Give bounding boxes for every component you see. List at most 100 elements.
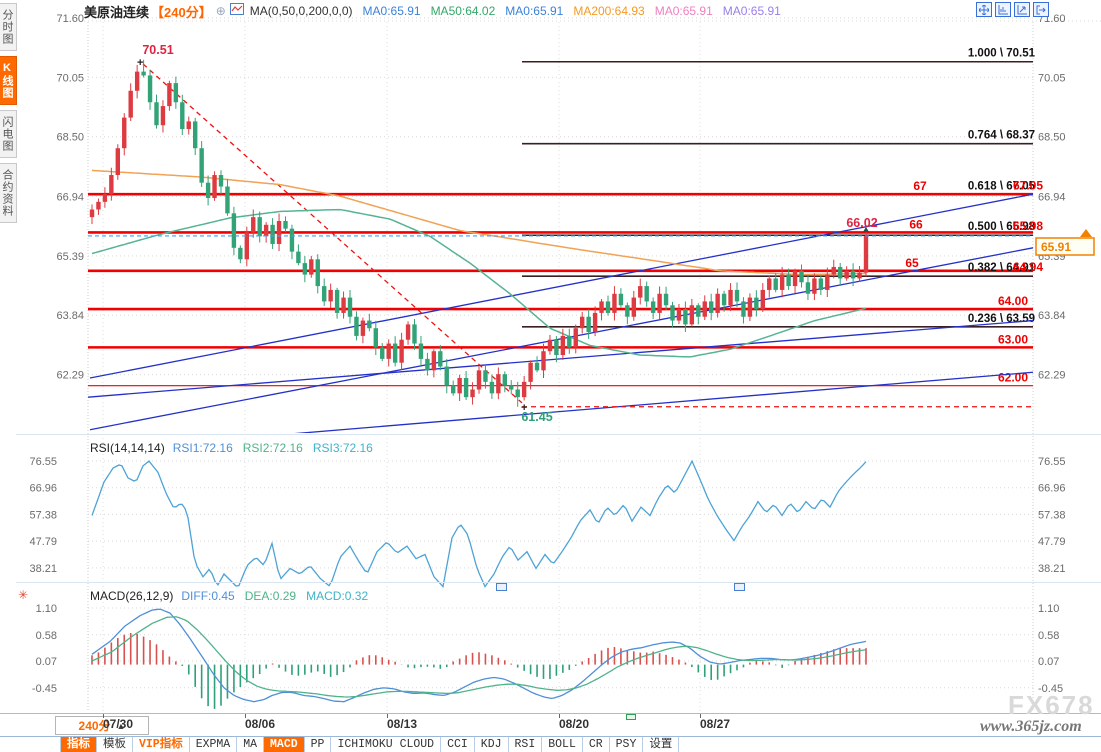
svg-text:0.382 \ 64.91: 0.382 \ 64.91 — [968, 262, 1036, 274]
panel-divider[interactable] — [16, 434, 1101, 435]
sidebar-tab-合约资料[interactable]: 合约资料 — [0, 163, 17, 223]
chevron-up-icon: ▲ — [116, 720, 126, 731]
svg-text:0.618 \ 67.05: 0.618 \ 67.05 — [968, 180, 1036, 192]
toolbar-tab-RSI[interactable]: RSI — [509, 737, 543, 752]
date-label: 07/30 — [103, 717, 134, 731]
svg-text:66.96: 66.96 — [29, 483, 57, 495]
svg-text:0.07: 0.07 — [1038, 656, 1059, 668]
chart-type-sidebar: 分时图 K线图闪电图合约资料 — [0, 3, 17, 228]
rsi-line — [91, 459, 867, 589]
date-tick — [103, 714, 104, 718]
date-label: 08/20 — [559, 717, 590, 731]
svg-text:1.000 \ 70.51: 1.000 \ 70.51 — [968, 48, 1036, 60]
svg-text:1.10: 1.10 — [36, 603, 57, 615]
svg-text:67: 67 — [913, 179, 927, 193]
exit-icon[interactable] — [1033, 2, 1049, 17]
svg-text:65: 65 — [905, 256, 919, 270]
panel-divider[interactable] — [16, 582, 1101, 583]
svg-text:+: + — [137, 57, 143, 69]
ma-formula: MA(0,50,0,200,0,0) — [249, 4, 353, 18]
sidebar-tab-K线图[interactable]: K线图 — [0, 56, 17, 105]
toolbar-tab-CCI[interactable]: CCI — [441, 737, 475, 752]
svg-text:68.50: 68.50 — [1038, 132, 1066, 144]
toolbar-tab-EXPMA[interactable]: EXPMA — [190, 737, 238, 752]
date-label: 08/27 — [700, 717, 731, 731]
macd-header: MACD(26,12,9) DIFF:0.45 DEA:0.29 MACD:0.32 — [90, 589, 368, 603]
toolbar-tab-指标[interactable]: 指标 — [60, 737, 97, 752]
macd-value: MACD:0.32 — [306, 589, 369, 603]
svg-text:63.00: 63.00 — [998, 332, 1028, 346]
timeframe-label[interactable]: 【240分】 — [151, 4, 212, 20]
svg-text:0.764 \ 68.37: 0.764 \ 68.37 — [968, 130, 1035, 142]
indicator-settings-icon[interactable]: ✳ — [18, 588, 29, 602]
rsi-header: RSI(14,14,14) RSI1:72.16 RSI2:72.16 RSI3:72… — [90, 441, 373, 455]
svg-text:57.38: 57.38 — [1038, 509, 1066, 521]
toolbar-tab-BOLL[interactable]: BOLL — [542, 737, 583, 752]
chart-title-bar: 美原油连续 【240分】 ⊕ MA(0,50,0,200,0,0) MA0:65… — [84, 0, 781, 22]
svg-text:66.02: 66.02 — [846, 216, 877, 230]
svg-text:66.94: 66.94 — [1038, 191, 1066, 203]
ma-value-1: MA50:64.02 — [430, 4, 496, 18]
date-label: 08/13 — [387, 717, 418, 731]
svg-text:76.55: 76.55 — [29, 456, 57, 468]
timeframe-value: 240分 — [78, 719, 111, 733]
svg-text:0.58: 0.58 — [1038, 630, 1059, 642]
ma-value-5: MA0:65.91 — [722, 4, 781, 18]
timeframe-selector[interactable]: 240分 ▲ — [55, 716, 149, 735]
svg-text:70.05: 70.05 — [1038, 72, 1066, 84]
date-axis-row: 240分 ▲ 07/30 08/06 08/13 08/20 08/27 — [0, 713, 1101, 737]
divider-handle[interactable] — [734, 583, 745, 591]
svg-text:70.51: 70.51 — [142, 43, 173, 57]
move-icon[interactable] — [976, 2, 992, 17]
divider-handle-green[interactable] — [626, 714, 636, 720]
toolbar-tab-KDJ[interactable]: KDJ — [475, 737, 509, 752]
svg-text:47.79: 47.79 — [29, 536, 57, 548]
ma-value-2: MA0:65.91 — [505, 4, 564, 18]
grid-layer — [84, 17, 1101, 712]
svg-text:61.45: 61.45 — [521, 410, 552, 424]
date-tick — [245, 714, 246, 718]
symbol-title: 美原油连续 — [84, 4, 150, 20]
rsi1-value: RSI1:72.16 — [172, 441, 233, 455]
circle-plus-icon[interactable]: ⊕ — [215, 4, 226, 18]
macd-name: MACD(26,12,9) — [90, 589, 174, 603]
toolbar-tab-CR[interactable]: CR — [583, 737, 610, 752]
svg-text:47.79: 47.79 — [1038, 536, 1066, 548]
divider-handle[interactable] — [496, 583, 507, 591]
svg-text:66: 66 — [909, 217, 923, 231]
sidebar-tab-分时图[interactable]: 分时图 — [0, 3, 17, 51]
svg-text:64.94: 64.94 — [1013, 260, 1043, 274]
svg-text:66.94: 66.94 — [56, 191, 84, 203]
dea-value: DEA:0.29 — [244, 589, 297, 603]
svg-text:-0.45: -0.45 — [1038, 683, 1063, 695]
svg-text:1.10: 1.10 — [1038, 603, 1059, 615]
sidebar-tab-闪电图[interactable]: 闪电图 — [0, 110, 17, 158]
toolbar-tab-PSY[interactable]: PSY — [610, 737, 644, 752]
chart-axes-icon[interactable] — [995, 2, 1011, 17]
chart-pointer-icon[interactable] — [1014, 2, 1030, 17]
date-label: 08/06 — [245, 717, 276, 731]
watermark-url: www.365jz.com — [980, 718, 1082, 735]
date-tick — [387, 714, 388, 718]
svg-text:65.98: 65.98 — [1013, 219, 1043, 233]
svg-text:0.500 \ 65.98: 0.500 \ 65.98 — [968, 221, 1036, 233]
toolbar-tab-模板[interactable]: 模板 — [97, 737, 133, 752]
ma-value-4: MA0:65.91 — [654, 4, 713, 18]
toolbar-tab-PP[interactable]: PP — [305, 737, 332, 752]
toolbar-tab-VIP指标[interactable]: VIP指标 — [133, 737, 190, 752]
toolbar-tab-MA[interactable]: MA — [237, 737, 265, 752]
svg-text:67.05: 67.05 — [1013, 178, 1043, 192]
toolbar-tab-ICHIMOKU CLOUD[interactable]: ICHIMOKU CLOUD — [331, 737, 442, 752]
svg-text:65.39: 65.39 — [56, 251, 84, 263]
macd-layer — [91, 608, 867, 709]
svg-text:70.05: 70.05 — [56, 72, 84, 84]
svg-text:62.29: 62.29 — [56, 370, 84, 382]
chart-toolbox — [976, 2, 1049, 17]
svg-text:76.55: 76.55 — [1038, 456, 1066, 468]
svg-text:63.84: 63.84 — [56, 310, 84, 322]
toolbar-tab-设置[interactable]: 设置 — [643, 737, 680, 752]
toolbar-tab-MACD[interactable]: MACD — [264, 737, 305, 752]
svg-text:65.91: 65.91 — [1041, 240, 1071, 254]
diff-value: DIFF:0.45 — [181, 589, 235, 603]
svg-text:66.96: 66.96 — [1038, 483, 1066, 495]
